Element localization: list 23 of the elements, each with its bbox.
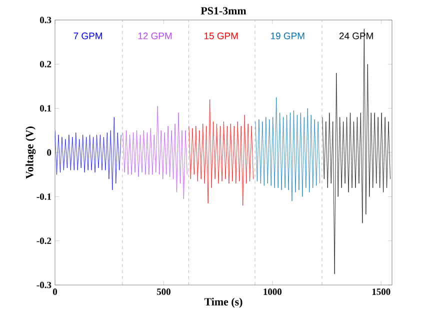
y-axis-title: Voltage (V) [26,126,36,179]
text: 15 GPM [204,32,238,40]
line-series [188,99,254,206]
x-tick-label: 1500 [372,288,390,295]
chart-title: PS1-3mm [200,7,246,14]
y-tick-label: 0.1 [40,105,51,112]
y-tick-label: 0.2 [40,60,52,68]
y-tick-label: 0 [47,149,52,156]
line-series [322,28,390,274]
x-tick-label: 0 [52,288,58,295]
y-tick-label: -0.1 [36,193,51,200]
line-series [122,106,188,200]
y-tick-label: -0.3 [36,282,52,288]
text: 12 GPM [138,32,172,40]
x-tick-label: 1000 [264,288,282,295]
line-series [255,97,320,202]
line-series [55,116,122,190]
x-tick-label: 500 [156,288,170,295]
y-tick-label: 0.3 [40,16,52,24]
x-axis-title: Time (s) [204,298,242,308]
text: 19 GPM [271,32,304,40]
y-tick-label: -0.2 [36,238,52,244]
text: 7 GPM [74,32,102,40]
